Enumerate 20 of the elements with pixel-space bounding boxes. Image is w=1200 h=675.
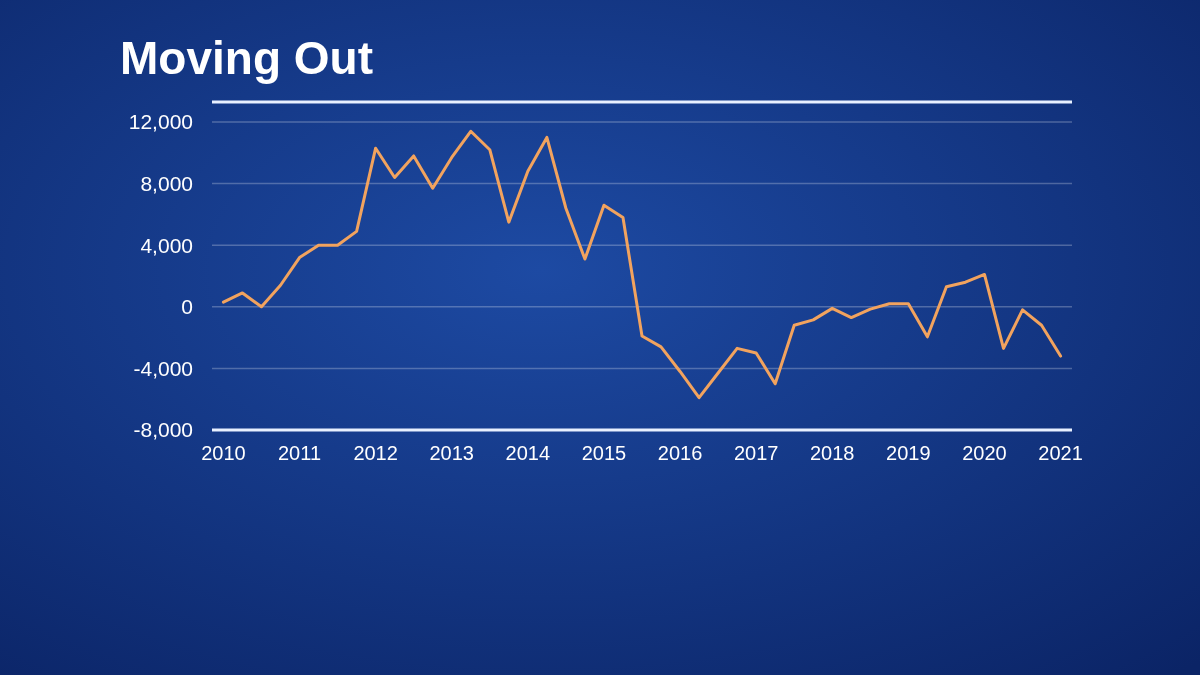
x-tick-label: 2020	[962, 442, 1007, 464]
x-tick-label: 2017	[733, 442, 779, 464]
x-tick-label: 2015	[581, 442, 627, 464]
x-tick-label: 2012	[353, 442, 398, 464]
y-tick-label: 4,000	[140, 233, 193, 257]
x-tick-label: 2011	[278, 442, 322, 464]
y-tick-label: -8,000	[133, 418, 193, 442]
x-tick-label: 2021	[1038, 442, 1083, 464]
chart-title: Moving Out	[120, 32, 373, 84]
x-tick-label: 2016	[657, 442, 703, 464]
x-tick-label: 2010	[201, 442, 246, 464]
y-tick-label: -4,000	[133, 356, 193, 380]
x-tick-label: 2019	[886, 442, 931, 464]
y-tick-label: 8,000	[140, 171, 193, 195]
x-tick-label: 2014	[505, 442, 551, 464]
line-series	[221, 129, 1063, 400]
y-tick-label: 12,000	[128, 110, 193, 134]
x-tick-label: 2018	[810, 442, 855, 464]
y-tick-label: 0	[181, 295, 193, 319]
x-tick-label: 2013	[429, 442, 474, 464]
